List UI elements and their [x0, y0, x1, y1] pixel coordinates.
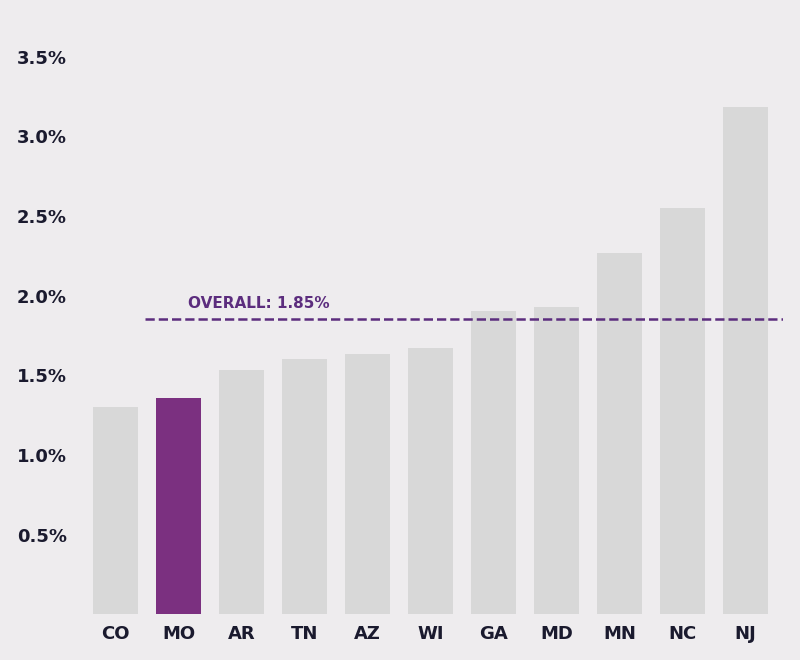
- Bar: [408, 348, 454, 614]
- Bar: [156, 397, 202, 614]
- Bar: [597, 253, 642, 614]
- Bar: [219, 370, 264, 614]
- Bar: [471, 312, 516, 614]
- Bar: [534, 307, 579, 614]
- Bar: [660, 208, 706, 614]
- Bar: [282, 359, 327, 614]
- Bar: [93, 407, 138, 614]
- Bar: [723, 108, 768, 614]
- Text: OVERALL: 1.85%: OVERALL: 1.85%: [188, 296, 330, 312]
- Bar: [345, 354, 390, 614]
